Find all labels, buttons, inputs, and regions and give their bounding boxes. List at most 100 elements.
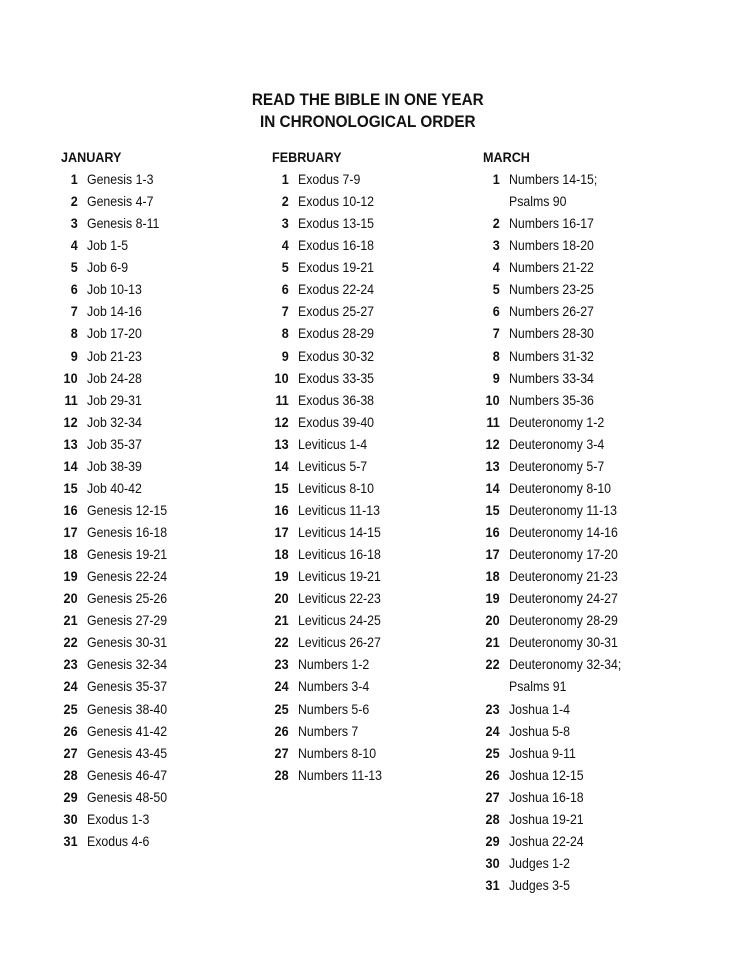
reading-row: 18 Deuteronomy 21-23	[483, 566, 693, 588]
reading-row: 16 Genesis 12-15	[61, 500, 271, 522]
reading-passage: Exodus 28-29	[298, 325, 375, 342]
day-number: 8	[281, 325, 289, 342]
reading-passage: Exodus 33-35	[298, 369, 375, 386]
day-number: 12	[274, 413, 289, 430]
reading-row: 7 Exodus 25-27	[272, 301, 482, 323]
reading-passage: Deuteronomy 5-7	[509, 457, 605, 474]
reading-passage: Job 6-9	[87, 259, 129, 276]
reading-row: 2 Numbers 16-17	[483, 213, 693, 235]
day-number: 21	[274, 612, 289, 629]
day-number: 18	[274, 546, 289, 563]
reading-passage: Job 29-31	[87, 391, 142, 408]
reading-row: 20 Genesis 25-26	[61, 588, 271, 610]
day-number: 9	[281, 347, 289, 364]
reading-row: 3 Numbers 18-20	[483, 235, 693, 257]
reading-row: 17 Deuteronomy 17-20	[483, 544, 693, 566]
reading-passage: Deuteronomy 1-2	[509, 413, 605, 430]
reading-passage: Numbers 14-15;	[509, 171, 598, 187]
reading-row: 13 Deuteronomy 5-7	[483, 456, 693, 478]
day-number: 26	[274, 722, 289, 739]
day-number: 5	[492, 281, 500, 298]
reading-row: 13 Job 35-37	[61, 434, 271, 456]
reading-row: 25 Genesis 38-40	[61, 699, 271, 721]
day-number: 31	[485, 877, 500, 893]
day-number: 9	[70, 347, 78, 364]
day-number: 24	[274, 678, 289, 695]
day-number: 19	[485, 590, 500, 607]
reading-passage: Genesis 8-11	[87, 215, 160, 232]
page-title-line-2: IN CHRONOLOGICAL ORDER	[260, 112, 476, 131]
reading-row: 20 Leviticus 22-23	[272, 588, 482, 610]
day-number: 23	[63, 656, 78, 673]
day-number: 14	[485, 479, 500, 496]
day-number: 28	[274, 766, 289, 783]
day-number: 15	[63, 479, 78, 496]
day-number: 11	[64, 391, 78, 408]
day-number: 16	[63, 501, 78, 518]
day-number: 9	[492, 369, 500, 386]
reading-row: 24 Genesis 35-37	[61, 676, 271, 698]
reading-row: 5 Job 6-9	[61, 257, 271, 279]
day-number: 19	[63, 568, 78, 585]
day-number: 16	[274, 501, 289, 518]
reading-row: 27 Numbers 8-10	[272, 743, 482, 765]
day-number: 20	[274, 590, 289, 607]
day-number: 2	[492, 215, 500, 232]
reading-passage: Genesis 46-47	[87, 766, 168, 783]
reading-passage: Deuteronomy 11-13	[509, 501, 617, 518]
day-number: 7	[492, 325, 500, 342]
reading-passage: Job 38-39	[87, 457, 142, 474]
day-number: 11	[486, 413, 500, 430]
reading-row: 27 Joshua 16-18	[483, 787, 693, 809]
reading-passage: Genesis 35-37	[87, 678, 168, 695]
reading-passage: Numbers 7	[298, 722, 359, 739]
day-number: 22	[63, 634, 78, 651]
reading-row: 28 Genesis 46-47	[61, 765, 271, 787]
reading-row: 11 Exodus 36-38	[272, 390, 482, 412]
day-number: 7	[70, 303, 78, 320]
reading-passage: Numbers 5-6	[298, 700, 370, 717]
reading-passage: Exodus 36-38	[298, 391, 375, 408]
reading-row: 19 Leviticus 19-21	[272, 566, 482, 588]
day-number: 26	[485, 766, 500, 783]
day-number: 3	[70, 215, 78, 232]
reading-passage: Genesis 22-24	[87, 568, 168, 585]
reading-passage: Job 21-23	[87, 347, 142, 364]
reading-passage: Numbers 8-10	[298, 744, 377, 761]
reading-row: 15 Job 40-42	[61, 478, 271, 500]
day-number: 13	[485, 457, 500, 474]
reading-row: 6 Job 10-13	[61, 279, 271, 301]
reading-row: 10 Exodus 33-35	[272, 368, 482, 390]
reading-row: 1 Numbers 14-15;	[483, 169, 693, 191]
reading-row: 9 Exodus 30-32	[272, 346, 482, 368]
reading-passage: Genesis 1-3	[87, 171, 154, 187]
reading-passage: Numbers 35-36	[509, 391, 594, 408]
day-number: 15	[274, 479, 289, 496]
reading-row: 31 Judges 3-5	[483, 875, 693, 897]
reading-row: 8 Exodus 28-29	[272, 323, 482, 345]
reading-passage: Genesis 38-40	[87, 700, 168, 717]
day-number: 24	[485, 722, 500, 739]
day-number: 20	[485, 612, 500, 629]
reading-row: 3 Exodus 13-15	[272, 213, 482, 235]
day-number: 27	[485, 788, 500, 805]
day-number: 5	[70, 259, 78, 276]
reading-row: 29 Genesis 48-50	[61, 787, 271, 809]
day-number: 4	[70, 237, 78, 254]
reading-row: 19 Genesis 22-24	[61, 566, 271, 588]
reading-row: 4 Numbers 21-22	[483, 257, 693, 279]
day-number: 12	[63, 413, 78, 430]
day-number: 19	[274, 568, 289, 585]
reading-row: 26 Numbers 7	[272, 721, 482, 743]
reading-passage: Joshua 12-15	[509, 766, 584, 783]
day-number: 21	[485, 634, 500, 651]
reading-passage: Numbers 16-17	[509, 215, 594, 232]
reading-row: 26 Genesis 41-42	[61, 721, 271, 743]
reading-passage: Job 17-20	[87, 325, 142, 342]
reading-passage: Genesis 48-50	[87, 788, 168, 805]
reading-passage: Job 24-28	[87, 369, 142, 386]
reading-passage: Numbers 28-30	[509, 325, 594, 342]
day-number: 17	[274, 524, 289, 540]
reading-passage: Leviticus 8-10	[298, 479, 375, 496]
day-number: 25	[63, 700, 78, 717]
